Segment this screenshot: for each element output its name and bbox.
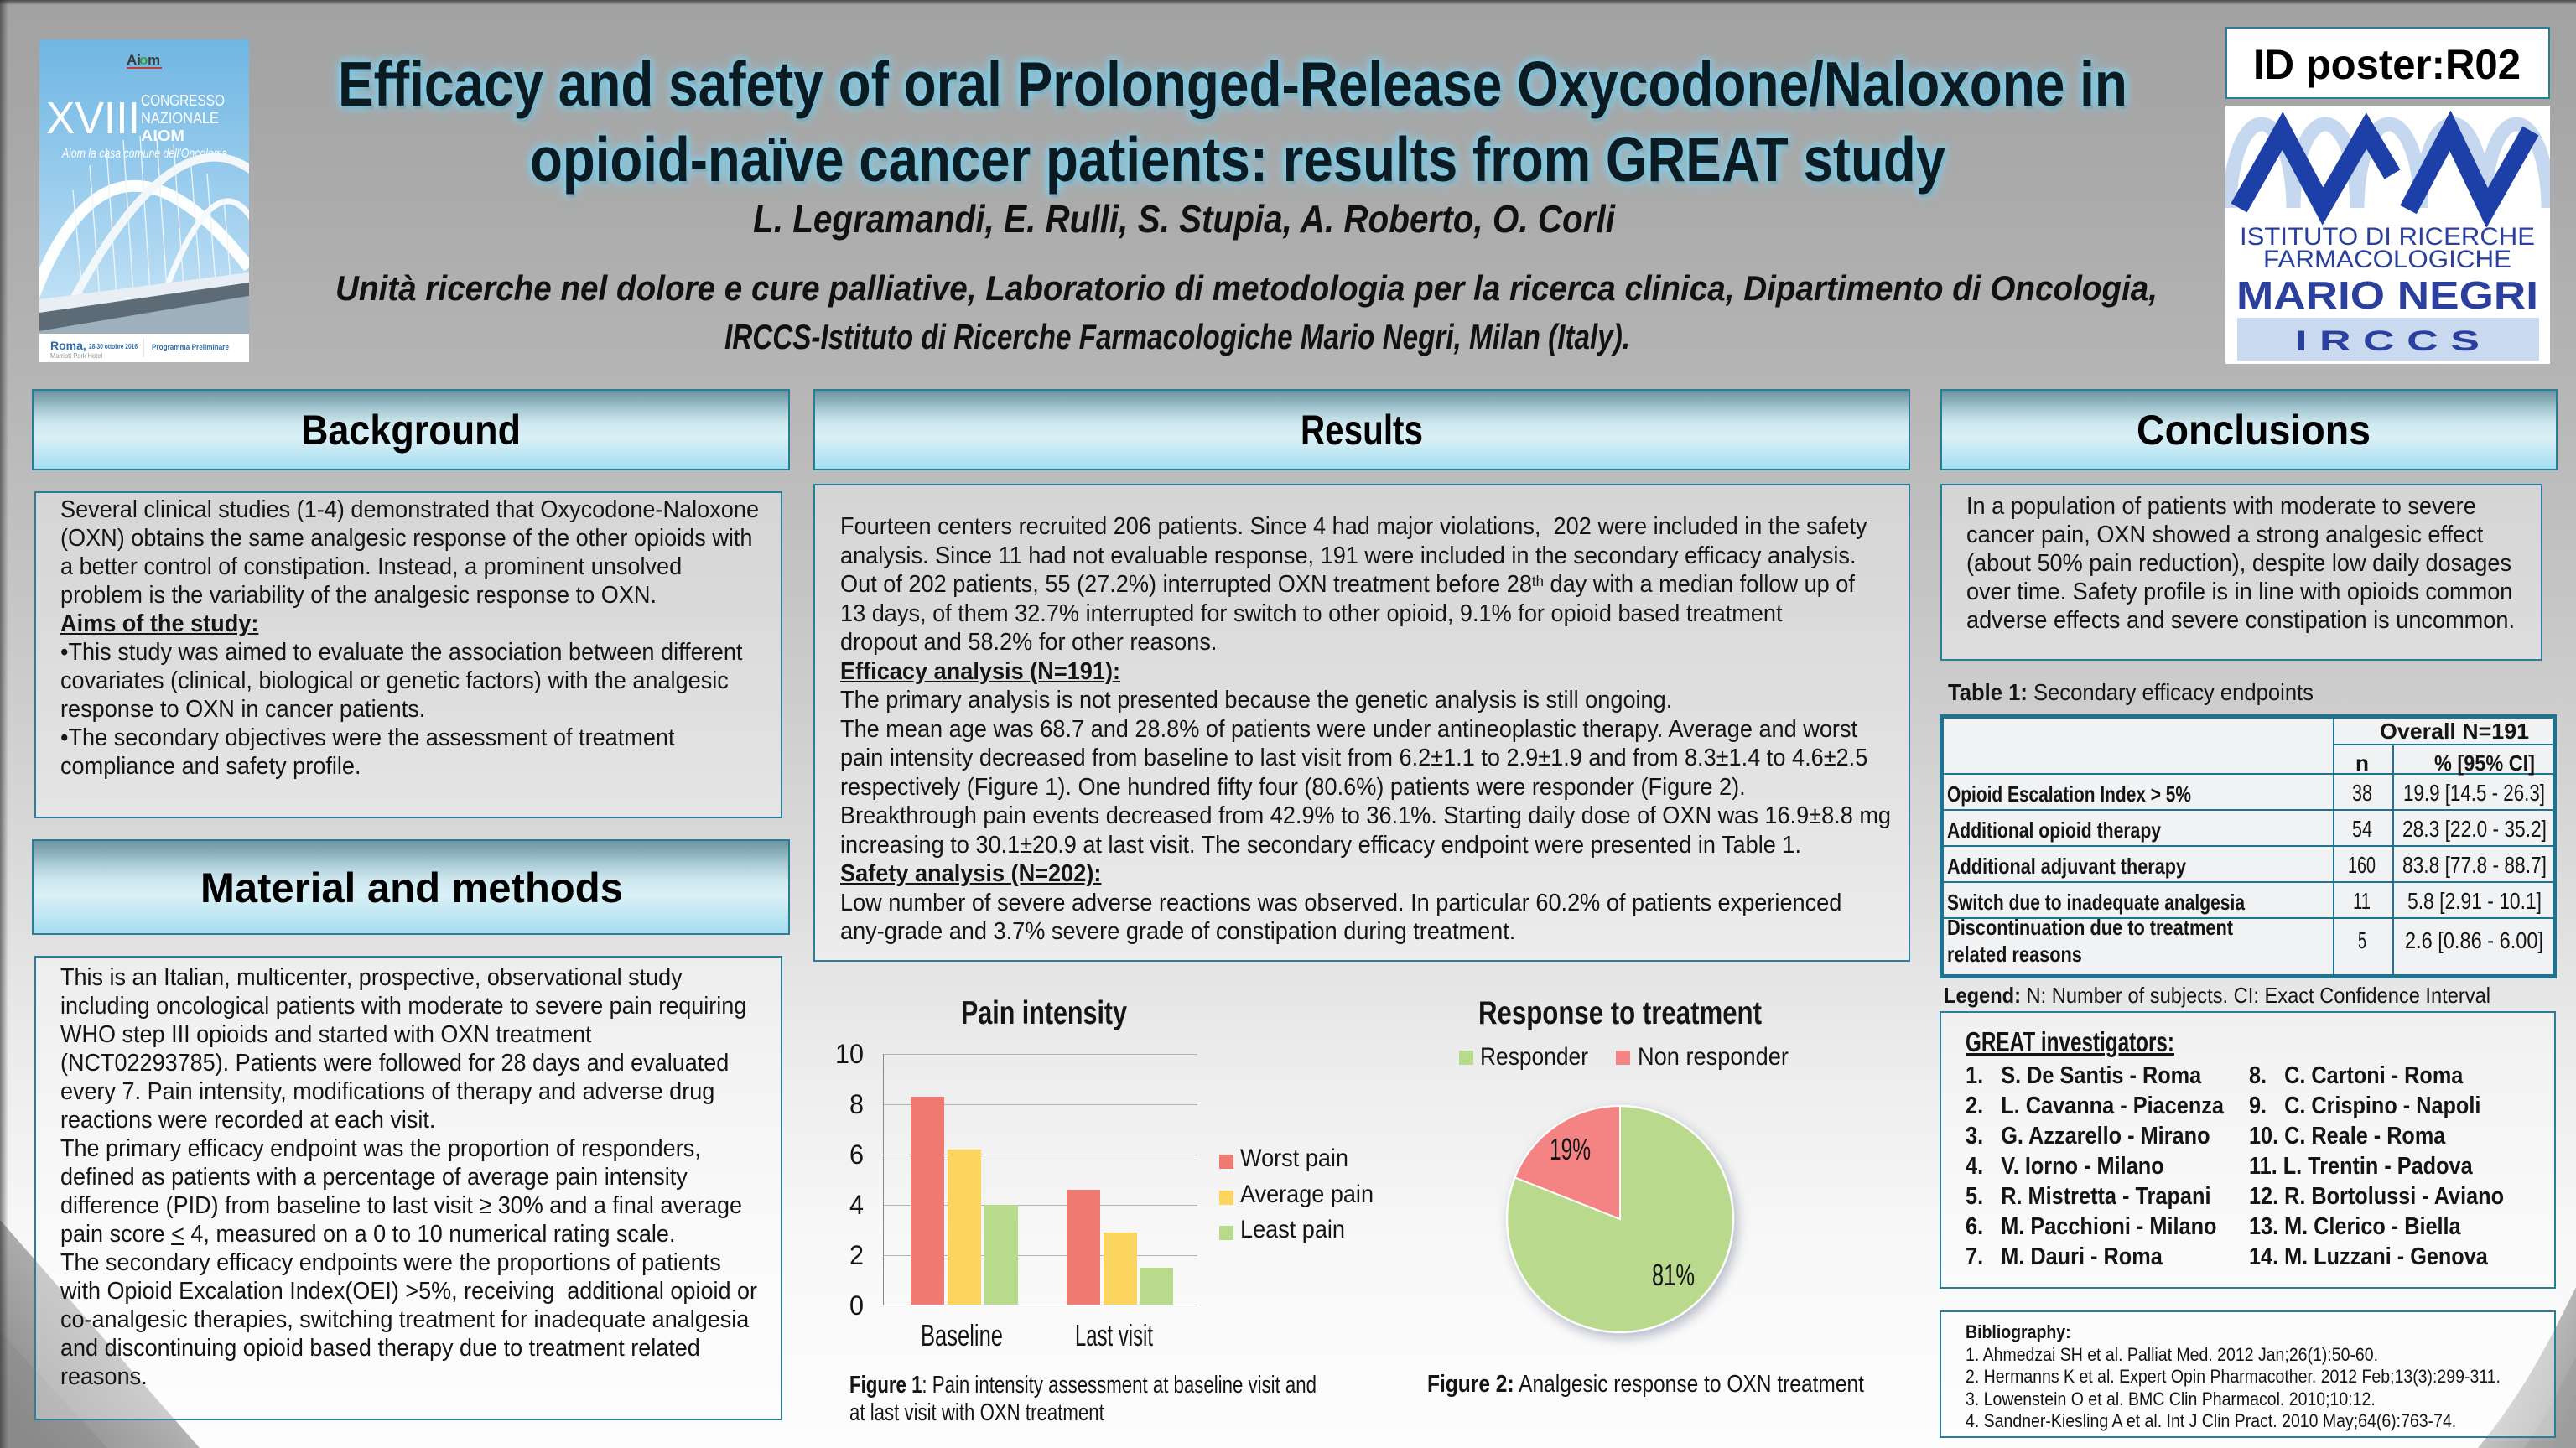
svg-text:ISTITUTO DI RICERCHE: ISTITUTO DI RICERCHE xyxy=(2240,223,2535,251)
svg-text:XVIII: XVIII xyxy=(46,93,140,143)
svg-text:Marriott Park Hotel: Marriott Park Hotel xyxy=(50,352,102,360)
svg-text:I R C C S: I R C C S xyxy=(2295,325,2480,357)
svg-text:Aiom la casa comune dell'Oncol: Aiom la casa comune dell'Oncologia xyxy=(61,147,227,161)
svg-text:NAZIONALE: NAZIONALE xyxy=(141,110,219,127)
svg-text:Roma,: Roma, xyxy=(50,339,86,352)
svg-text:28-30 ottobre 2016: 28-30 ottobre 2016 xyxy=(89,342,138,350)
svg-text:MARIO NEGRI: MARIO NEGRI xyxy=(2236,273,2538,317)
svg-text:CONGRESSO: CONGRESSO xyxy=(141,92,225,109)
svg-text:Programma Preliminare: Programma Preliminare xyxy=(152,343,229,351)
svg-text:FARMACOLOGICHE: FARMACOLOGICHE xyxy=(2263,246,2511,273)
svg-text:o: o xyxy=(139,52,148,68)
svg-text:AIOM: AIOM xyxy=(141,127,184,144)
svg-text:m: m xyxy=(148,52,160,68)
svg-text:Ai: Ai xyxy=(127,52,141,68)
